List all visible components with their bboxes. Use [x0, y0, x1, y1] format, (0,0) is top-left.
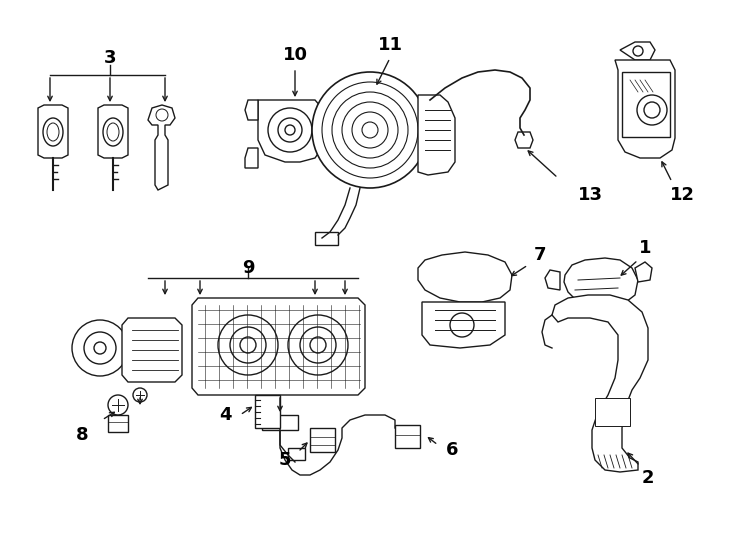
Circle shape — [94, 342, 106, 354]
Text: 4: 4 — [219, 406, 231, 424]
Text: 11: 11 — [377, 36, 402, 54]
Polygon shape — [395, 425, 420, 448]
Polygon shape — [552, 295, 648, 472]
Circle shape — [288, 315, 348, 375]
Text: 10: 10 — [283, 46, 308, 64]
Polygon shape — [38, 105, 68, 158]
Polygon shape — [422, 302, 505, 348]
Polygon shape — [245, 148, 258, 168]
Polygon shape — [258, 100, 322, 162]
Circle shape — [300, 327, 336, 363]
Text: 7: 7 — [534, 246, 546, 264]
Bar — [622, 72, 670, 137]
Polygon shape — [635, 262, 652, 282]
Circle shape — [278, 118, 302, 142]
Ellipse shape — [107, 123, 119, 141]
Text: 2: 2 — [642, 469, 654, 487]
Polygon shape — [515, 132, 533, 148]
Polygon shape — [122, 318, 182, 382]
Circle shape — [342, 102, 398, 158]
Circle shape — [240, 337, 256, 353]
Polygon shape — [255, 395, 280, 428]
Text: 1: 1 — [639, 239, 651, 257]
Polygon shape — [98, 105, 128, 158]
Circle shape — [218, 315, 278, 375]
Text: 6: 6 — [446, 441, 458, 459]
Circle shape — [72, 320, 128, 376]
Circle shape — [108, 395, 128, 415]
Polygon shape — [310, 428, 335, 452]
Circle shape — [633, 46, 643, 56]
Circle shape — [230, 327, 266, 363]
Polygon shape — [418, 252, 512, 302]
Circle shape — [352, 112, 388, 148]
Polygon shape — [245, 100, 258, 120]
Polygon shape — [315, 232, 338, 245]
Polygon shape — [545, 270, 560, 290]
Polygon shape — [148, 105, 175, 190]
Ellipse shape — [103, 118, 123, 146]
Circle shape — [156, 109, 168, 121]
Circle shape — [285, 125, 295, 135]
Polygon shape — [108, 415, 128, 432]
Polygon shape — [418, 95, 455, 175]
Circle shape — [84, 332, 116, 364]
Circle shape — [644, 102, 660, 118]
Polygon shape — [564, 258, 638, 308]
Circle shape — [312, 72, 428, 188]
Polygon shape — [615, 60, 675, 158]
Circle shape — [322, 82, 418, 178]
Circle shape — [133, 388, 147, 402]
Circle shape — [332, 92, 408, 168]
Polygon shape — [288, 448, 305, 460]
Text: 12: 12 — [669, 186, 694, 204]
Polygon shape — [192, 298, 365, 395]
Ellipse shape — [47, 123, 59, 141]
Ellipse shape — [43, 118, 63, 146]
Polygon shape — [262, 415, 298, 430]
Polygon shape — [620, 42, 655, 60]
Circle shape — [310, 337, 326, 353]
Circle shape — [268, 108, 312, 152]
Text: 9: 9 — [241, 259, 254, 277]
Text: 5: 5 — [279, 451, 291, 469]
Text: 13: 13 — [578, 186, 603, 204]
Bar — [595, 398, 630, 426]
Text: 8: 8 — [76, 426, 88, 444]
Text: 3: 3 — [103, 49, 116, 67]
Circle shape — [637, 95, 667, 125]
Circle shape — [450, 313, 474, 337]
Circle shape — [362, 122, 378, 138]
